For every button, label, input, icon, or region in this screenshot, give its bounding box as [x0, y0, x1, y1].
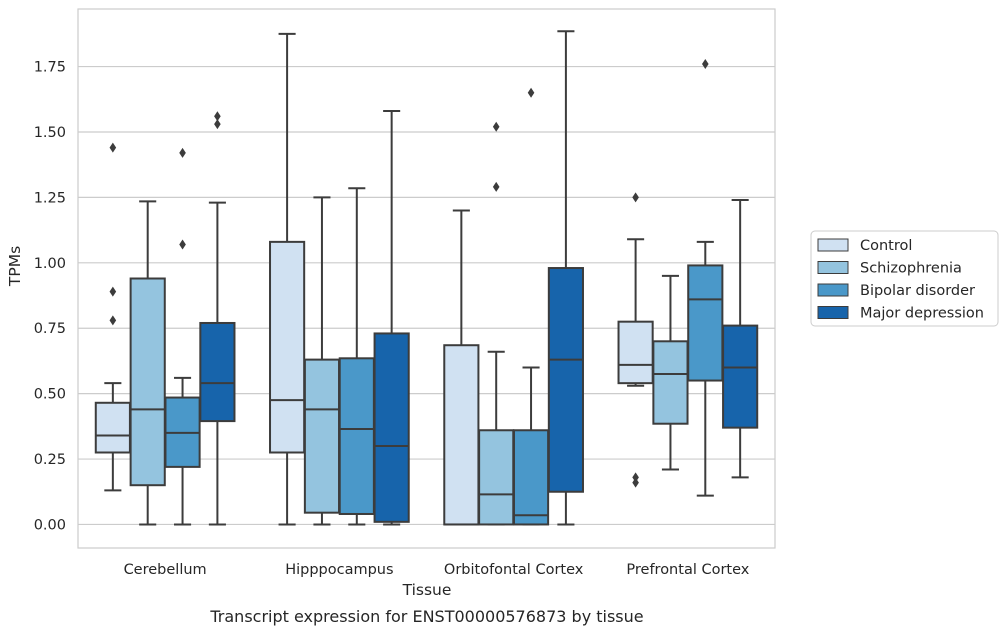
box-2-0 — [443, 209, 480, 526]
legend-label: Control — [860, 238, 912, 254]
outlier-point — [214, 111, 221, 122]
box-iqr — [373, 332, 410, 523]
legend-label: Bipolar disorder — [860, 283, 975, 299]
box-2-1 — [478, 121, 515, 526]
x-tick-label: Prefrontal Cortex — [626, 562, 749, 578]
box-1-0 — [269, 32, 306, 526]
box-iqr — [269, 240, 306, 454]
legend-label: Schizophrenia — [860, 261, 962, 277]
outlier-point — [109, 142, 117, 153]
box-iqr — [338, 357, 375, 515]
plot-boxes — [94, 30, 759, 526]
outlier-point — [527, 87, 535, 98]
outlier-point — [179, 147, 186, 158]
outlier-point — [632, 472, 639, 483]
outlier-point — [109, 286, 117, 297]
box-1-1 — [303, 196, 341, 526]
y-tick-label: 1.50 — [34, 125, 66, 141]
box-1-2 — [338, 187, 375, 526]
legend: Control Schizophrenia Bipolar disorder Majo… — [810, 230, 999, 327]
y-axis-label: TPMs — [6, 246, 24, 287]
y-tick-label: 1.25 — [34, 190, 66, 206]
box-iqr — [199, 321, 236, 423]
y-tick-label: 0.75 — [34, 321, 66, 337]
box-3-1 — [652, 274, 689, 471]
x-tick-label: Orbitofontal Cortex — [444, 562, 584, 578]
box-2-3 — [547, 30, 584, 526]
legend-swatch — [817, 238, 849, 252]
y-tick-label: 1.75 — [34, 60, 66, 76]
box-iqr — [94, 401, 131, 454]
box-iqr — [303, 358, 341, 514]
legend-frame — [810, 230, 999, 327]
plot-area-frame — [77, 8, 776, 549]
box-3-2 — [687, 58, 724, 497]
box-0-3 — [199, 111, 236, 526]
outlier-point — [702, 58, 709, 69]
outlier-point — [109, 315, 117, 326]
outlier-point — [492, 121, 500, 132]
box-3-3 — [722, 199, 759, 479]
box-iqr — [129, 277, 166, 487]
box-iqr — [443, 344, 480, 526]
box-iqr — [652, 340, 689, 425]
box-1-3 — [373, 110, 410, 526]
box-iqr — [478, 429, 515, 526]
x-axis-label: Tissue — [402, 581, 452, 599]
outlier-point — [492, 181, 500, 192]
y-tick-label: 1.00 — [34, 256, 66, 272]
box-iqr — [617, 320, 654, 385]
outlier-point — [214, 119, 221, 130]
y-tick-labels: 0.00 0.25 0.50 0.75 1.00 1.25 1.50 1.75 — [34, 60, 66, 534]
box-2-2 — [512, 87, 550, 526]
chart-caption: Transcript expression for ENST0000057687… — [209, 607, 643, 626]
box-0-1 — [129, 200, 166, 526]
box-iqr — [722, 324, 759, 429]
legend-swatch — [817, 306, 849, 319]
box-0-2 — [164, 147, 201, 526]
outlier-point — [179, 239, 186, 250]
legend-swatch — [817, 261, 849, 274]
y-tick-label: 0.25 — [34, 452, 66, 468]
x-tick-label: Hipppocampus — [285, 562, 393, 578]
outlier-point — [632, 192, 639, 203]
box-iqr — [687, 264, 724, 382]
box-0-0 — [94, 142, 131, 492]
legend-label: Major depression — [860, 306, 984, 322]
box-3-0 — [617, 192, 654, 488]
y-tick-label: 0.50 — [34, 387, 66, 403]
outlier-point — [632, 477, 639, 488]
box-iqr — [547, 267, 584, 493]
legend-swatch — [817, 283, 849, 297]
x-tick-labels: Cerebellum Hipppocampus Orbitofontal Corte… — [124, 562, 750, 578]
x-tick-label: Cerebellum — [124, 562, 207, 578]
y-tick-label: 0.00 — [34, 517, 66, 533]
box-iqr — [512, 429, 550, 526]
